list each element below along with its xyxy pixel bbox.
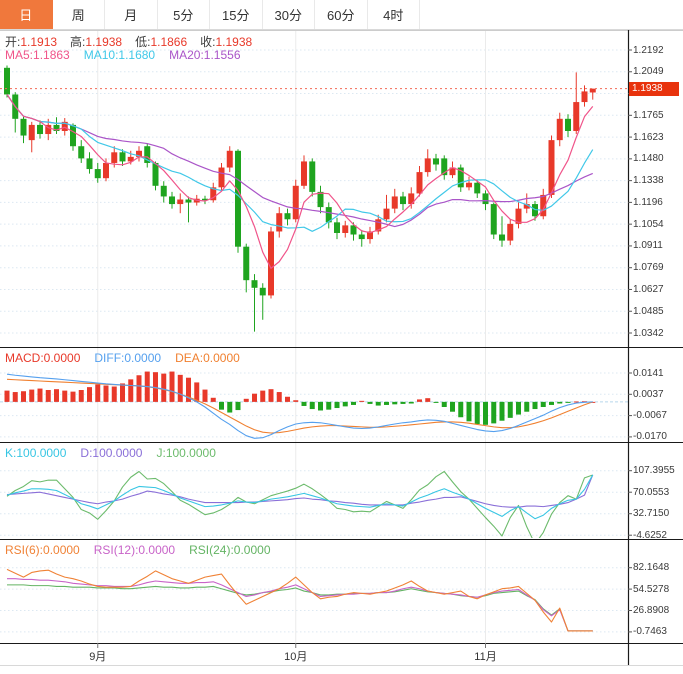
- indicator-label: DEA:: [175, 351, 204, 365]
- rsi-readout: RSI(6):0.0000 RSI(12):0.0000 RSI(24):0.000…: [5, 543, 285, 557]
- indicator-value: 1.1680: [118, 48, 156, 62]
- axis-tick-label: 70.0553: [633, 486, 670, 498]
- axis-tick-label: 54.5278: [633, 583, 670, 595]
- indicator-value: 0.0000: [43, 351, 81, 365]
- axis-tick-label: 1.1054: [633, 218, 664, 230]
- macd-readout: MACD:0.0000 DIFF:0.0000 DEA:0.0000: [5, 351, 254, 365]
- indicator-label: DIFF:: [94, 351, 125, 365]
- tab-60分[interactable]: 60分: [315, 0, 368, 29]
- ohlc-readout: 开:1.1913 高:1.1938 低:1.1866 收:1.1938: [5, 33, 265, 50]
- axis-tick-label: 82.1648: [633, 562, 670, 574]
- axis-tick-label: 1.1480: [633, 153, 664, 165]
- x-axis-month-label: 11月: [474, 651, 497, 663]
- timeframe-tabbar: 日周月 5分 15分 30分 60分 4时: [0, 0, 683, 30]
- axis-tick-label: 1.1765: [633, 109, 664, 121]
- indicator-readout-item: MACD:0.0000: [5, 351, 80, 365]
- axis-tick-label: 1.2049: [633, 66, 664, 78]
- tabbar-filler: [420, 0, 683, 29]
- indicator-readout-item: RSI(6):0.0000: [5, 543, 80, 557]
- ohlc-value: 1.1938: [215, 35, 253, 49]
- axis-tick-label: -4.6252: [633, 529, 667, 541]
- ohlc-item: 开:1.1913: [5, 35, 57, 49]
- indicator-readout-item: RSI(24):0.0000: [189, 543, 270, 557]
- indicator-label: D:: [80, 446, 93, 460]
- ohlc-item: 收:1.1938: [200, 35, 252, 49]
- ohlc-label: 收:: [200, 35, 216, 49]
- axis-tick-label: 1.0769: [633, 262, 664, 274]
- indicator-label: RSI(12):: [93, 543, 139, 557]
- ohlc-item: 高:1.1938: [70, 35, 122, 49]
- indicator-value: 0.0000: [138, 543, 176, 557]
- tab-5分[interactable]: 5分: [157, 0, 210, 29]
- indicator-label: MA5:: [5, 48, 34, 62]
- indicator-label: MACD:: [5, 351, 44, 365]
- axis-tick-label: 1.0911: [633, 240, 663, 252]
- axis-tick-label: 1.0485: [633, 305, 664, 317]
- indicator-readout-item: MA10:1.1680: [84, 48, 155, 62]
- axis-tick-label: 1.0627: [633, 283, 664, 295]
- indicator-label: K:: [5, 446, 17, 460]
- ohlc-value: 1.1866: [150, 35, 188, 49]
- indicator-readout-item: D:100.0000: [80, 446, 142, 460]
- indicator-readout-item: J:100.0000: [156, 446, 215, 460]
- ohlc-label: 低:: [135, 35, 151, 49]
- indicator-label: RSI(24):: [189, 543, 234, 557]
- indicator-readout-item: DIFF:0.0000: [94, 351, 161, 365]
- axis-tick-label: -0.7463: [633, 626, 667, 638]
- indicator-readout-item: DEA:0.0000: [175, 351, 240, 365]
- axis-tick-label: 0.0037: [633, 388, 664, 400]
- axis-tick-label: -0.0170: [633, 431, 667, 443]
- tab-月[interactable]: 月: [105, 0, 158, 29]
- ohlc-item: 低:1.1866: [135, 35, 187, 49]
- indicator-value: 0.0000: [124, 351, 162, 365]
- axis-tick-label: 1.0342: [633, 327, 664, 339]
- indicator-value: 1.1863: [33, 48, 70, 62]
- axis-tick-label: 0.0141: [633, 367, 664, 379]
- axis-tick-label: 1.1196: [633, 196, 663, 208]
- axis-tick-label: 1.1338: [633, 175, 664, 187]
- indicator-label: RSI(6):: [5, 543, 44, 557]
- x-axis-month-label: 10月: [284, 651, 308, 663]
- tab-4时[interactable]: 4时: [367, 0, 420, 29]
- tab-15分[interactable]: 15分: [210, 0, 263, 29]
- axis-tick-label: 107.3955: [633, 465, 675, 477]
- kdj-readout: K:100.0000 D:100.0000 J:100.0000: [5, 446, 230, 460]
- indicator-value: 0.0000: [203, 351, 240, 365]
- indicator-readout-item: MA20:1.1556: [169, 48, 240, 62]
- current-price-badge: 1.1938: [629, 81, 679, 96]
- indicator-label: MA20:: [169, 48, 204, 62]
- ohlc-label: 高:: [70, 35, 86, 49]
- indicator-value: 1.1556: [203, 48, 241, 62]
- indicator-label: J:: [156, 446, 166, 460]
- ma-readout: MA5:1.1863 MA10:1.1680 MA20:1.1556: [5, 48, 255, 62]
- tab-周[interactable]: 周: [52, 0, 105, 29]
- axis-tick-label: -0.0067: [633, 410, 667, 422]
- ohlc-value: 1.1913: [20, 35, 58, 49]
- indicator-readout-item: K:100.0000: [5, 446, 66, 460]
- axis-tick-label: 1.2192: [633, 44, 664, 56]
- axis-tick-label: 32.7150: [633, 508, 670, 520]
- x-axis-month-label: 9月: [89, 651, 107, 663]
- indicator-value: 100.0000: [165, 446, 216, 460]
- ohlc-label: 开:: [5, 35, 21, 49]
- indicator-value: 0.0000: [233, 543, 271, 557]
- indicator-value: 100.0000: [92, 446, 143, 460]
- tab-日[interactable]: 日: [0, 0, 53, 29]
- axis-tick-label: 26.8908: [633, 605, 670, 616]
- indicator-value: 0.0000: [43, 543, 80, 557]
- indicator-readout-item: MA5:1.1863: [5, 48, 70, 62]
- tab-30分[interactable]: 30分: [262, 0, 315, 29]
- indicator-label: MA10:: [83, 48, 119, 62]
- axis-tick-label: 1.1623: [633, 131, 664, 143]
- ohlc-value: 1.1938: [85, 35, 123, 49]
- indicator-value: 100.0000: [16, 446, 67, 460]
- indicator-readout-item: RSI(12):0.0000: [94, 543, 175, 557]
